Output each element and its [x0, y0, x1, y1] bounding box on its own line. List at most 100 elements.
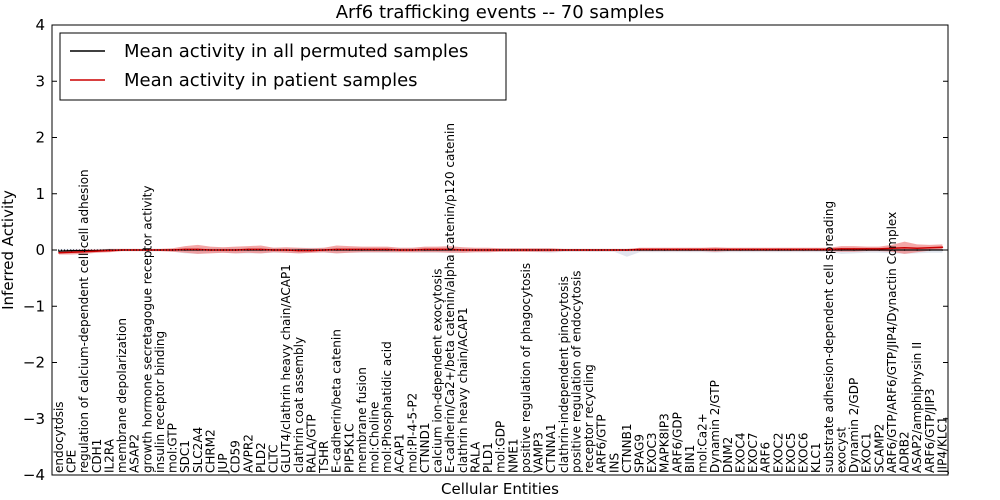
category-label: KLC1: [809, 442, 823, 473]
category-label: EXOC7: [746, 433, 760, 474]
data-point-patient: [323, 249, 325, 251]
category-label: PLD1: [481, 442, 495, 473]
category-label: EXOC5: [784, 433, 798, 474]
category-label: CTNND1: [418, 422, 432, 473]
category-label: positive regulation of endocytosis: [569, 270, 583, 473]
category-label: mol:Phosphatidic acid: [380, 341, 394, 473]
category-label: MAPK8IP3: [658, 413, 672, 473]
data-point-permuted: [70, 249, 73, 252]
data-point-patient: [941, 246, 944, 248]
data-point-patient: [865, 248, 868, 250]
category-label: mol:Ca2+: [696, 413, 710, 473]
category-label: CDH1: [90, 439, 104, 473]
y-tick-label: 4: [35, 16, 45, 34]
category-label: EXOC1: [860, 433, 874, 474]
chart-title: Arf6 trafficking events -- 70 samples: [336, 2, 665, 23]
y-tick-label: 1: [35, 185, 45, 203]
category-label: EXOC6: [797, 433, 811, 474]
data-point-patient: [878, 248, 881, 250]
y-tick-label: −1: [23, 297, 45, 315]
category-label: VAMP3: [532, 432, 546, 473]
category-label: ADRB2: [898, 431, 912, 473]
category-label: ARF6/GTP: [595, 414, 609, 473]
legend-box: [59, 32, 507, 101]
data-point-patient: [373, 248, 376, 251]
category-label: NME1: [506, 438, 520, 473]
data-point-patient: [638, 248, 641, 251]
data-point-patient: [739, 248, 742, 251]
data-point-patient: [903, 246, 906, 249]
category-label: E-cadherin/beta catenin: [330, 329, 344, 473]
data-point-patient: [272, 249, 275, 251]
y-tick-label: 2: [35, 129, 45, 147]
patient-band: [59, 241, 943, 255]
category-label: clathrin-independent pinocytosis: [557, 276, 571, 473]
legend-label-patient: Mean activity in patient samples: [124, 70, 418, 91]
category-label: AVPR2: [241, 434, 255, 473]
category-label: PLD2: [254, 442, 268, 473]
data-point-patient: [58, 252, 60, 254]
data-point-patient: [260, 248, 262, 251]
data-point-patient: [436, 248, 439, 251]
category-label: ASAP2: [128, 434, 142, 473]
y-axis-label: Inferred Activity: [0, 190, 17, 310]
category-label: Dynamin 2/GDP: [847, 378, 861, 473]
category-label: CD59: [229, 440, 243, 473]
category-label: calcium ion-dependent exocytosis: [431, 269, 445, 474]
category-label: exocyst: [834, 427, 848, 473]
data-point-patient: [146, 249, 149, 251]
category-label: RALA/GTP: [304, 414, 318, 473]
category-label: growth hormone secretagogue receptor act…: [140, 186, 154, 473]
category-label: PIP5K1C: [342, 423, 356, 473]
category-label: CHRM2: [203, 429, 217, 473]
category-label: mol:GTP: [166, 423, 180, 473]
y-tick-label: −3: [23, 410, 45, 428]
data-point-patient: [499, 249, 502, 251]
data-point-permuted: [58, 250, 60, 252]
category-label: TSHR: [317, 441, 331, 474]
data-point-patient: [840, 248, 843, 250]
category-label: JIP4/KLC1: [935, 416, 949, 474]
category-label: Dynamin 2/GTP: [708, 380, 722, 473]
category-label: clathrin coat assembly: [292, 337, 306, 473]
legend: Mean activity in all permuted samples Me…: [59, 32, 507, 101]
category-label: ASAP2/amphiphysin II: [910, 342, 924, 473]
category-label: SPAG9: [633, 434, 647, 473]
category-label: regulation of calcium-dependent cell-cel…: [77, 169, 91, 473]
data-point-patient: [133, 249, 136, 251]
category-label: EXOC3: [645, 433, 659, 474]
category-label: insulin receptor binding: [153, 331, 167, 473]
data-point-patient: [815, 248, 817, 251]
category-label: RALA: [469, 441, 483, 473]
category-label: mol:Choline: [368, 402, 382, 473]
plot-frame: [51, 24, 949, 476]
category-label: ARF6/GDP: [670, 412, 684, 473]
data-point-patient: [70, 251, 73, 254]
legend-label-permuted: Mean activity in all permuted samples: [124, 41, 468, 62]
data-point-patient: [853, 248, 855, 250]
data-point-permuted: [941, 249, 944, 251]
category-label: membrane depolarization: [115, 318, 129, 473]
category-label: BIN1: [683, 445, 697, 473]
data-point-permuted: [928, 249, 931, 251]
category-label: IL2RA: [103, 438, 117, 473]
data-point-patient: [916, 247, 918, 250]
data-point-patient: [209, 249, 212, 251]
data-point-patient: [512, 249, 515, 251]
category-label: E-cadherin/Ca2+/beta catenin/alpha caten…: [443, 123, 457, 473]
data-point-patient: [562, 249, 565, 251]
category-label: mol:GDP: [494, 421, 508, 473]
data-point-patient: [449, 248, 452, 251]
category-label: EXOC4: [734, 433, 748, 474]
data-point-patient: [689, 248, 691, 251]
y-ticks-layer: −4 −3 −2 −1 0 1 2 3 4: [23, 16, 948, 484]
category-label: JUP: [216, 453, 230, 474]
category-label: GLUT4/clathrin heavy chain/ACAP1: [279, 264, 293, 473]
data-point-patient: [197, 248, 199, 251]
category-label: mol:PI-4-5-P2: [405, 393, 419, 473]
category-label: EXOC2: [771, 433, 785, 474]
y-tick-label: −2: [23, 354, 45, 372]
category-label: endocytosis: [52, 401, 66, 473]
